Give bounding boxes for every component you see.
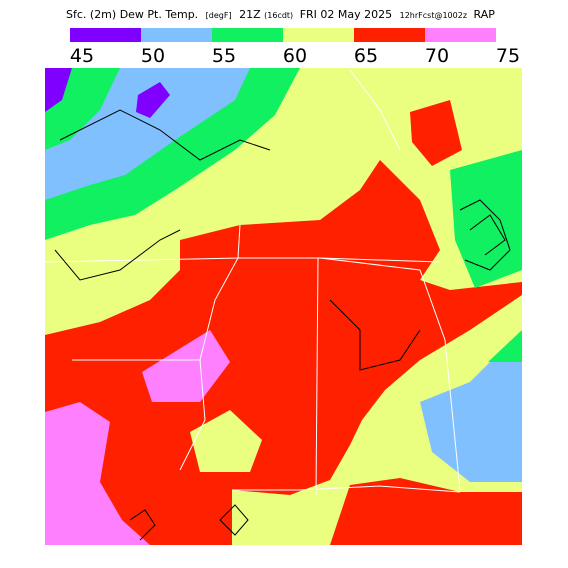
- color-bar-label: 50: [141, 45, 165, 67]
- border: [319, 257, 461, 491]
- contour: [54, 229, 181, 281]
- title-part: Sfc. (2m) Dew Pt. Temp.: [66, 8, 198, 21]
- color-swatch: [425, 28, 496, 42]
- region: [488, 330, 522, 362]
- color-bar: 45 50 55 60 65 70 75: [70, 28, 520, 67]
- border: [315, 257, 319, 496]
- contour: [219, 504, 249, 536]
- region: [410, 100, 462, 166]
- contour: [329, 299, 421, 371]
- contour: [459, 199, 511, 271]
- region: [142, 330, 230, 402]
- color-swatch: [141, 28, 212, 42]
- region: [45, 68, 72, 112]
- color-bar-label: 70: [425, 45, 449, 67]
- title-part: [degF]: [206, 11, 232, 20]
- color-bar-label: 75: [496, 45, 520, 67]
- title-part: 21Z: [239, 8, 261, 21]
- title-part: RAP: [474, 8, 496, 21]
- region: [136, 82, 170, 118]
- region: [420, 362, 522, 482]
- border: [45, 257, 441, 263]
- title-part: FRI 02 May 2025: [300, 8, 392, 21]
- region: [45, 402, 150, 545]
- region: [190, 410, 262, 472]
- border: [179, 224, 241, 471]
- color-bar-label: 45: [70, 45, 94, 67]
- border: [349, 69, 401, 151]
- contours: [54, 109, 511, 541]
- region: [450, 150, 522, 288]
- color-bar-label: 55: [212, 45, 236, 67]
- color-bar-label: 65: [354, 45, 378, 67]
- contour: [129, 509, 156, 541]
- title-part: (16cdt): [264, 11, 293, 20]
- state-borders: [45, 69, 461, 496]
- map: [45, 68, 522, 545]
- contour: [469, 214, 506, 256]
- color-swatch: [354, 28, 425, 42]
- color-swatch: [212, 28, 283, 42]
- title: Sfc. (2m) Dew Pt. Temp. [degF] 21Z (16cd…: [66, 8, 495, 21]
- contour: [59, 109, 271, 161]
- title-part: 12hrFcst@1002z: [400, 11, 467, 20]
- color-swatch: [283, 28, 354, 42]
- color-swatch: [70, 28, 141, 42]
- color-bar-label: 60: [283, 45, 307, 67]
- region: [45, 160, 522, 545]
- region: [330, 478, 522, 545]
- border: [232, 485, 461, 493]
